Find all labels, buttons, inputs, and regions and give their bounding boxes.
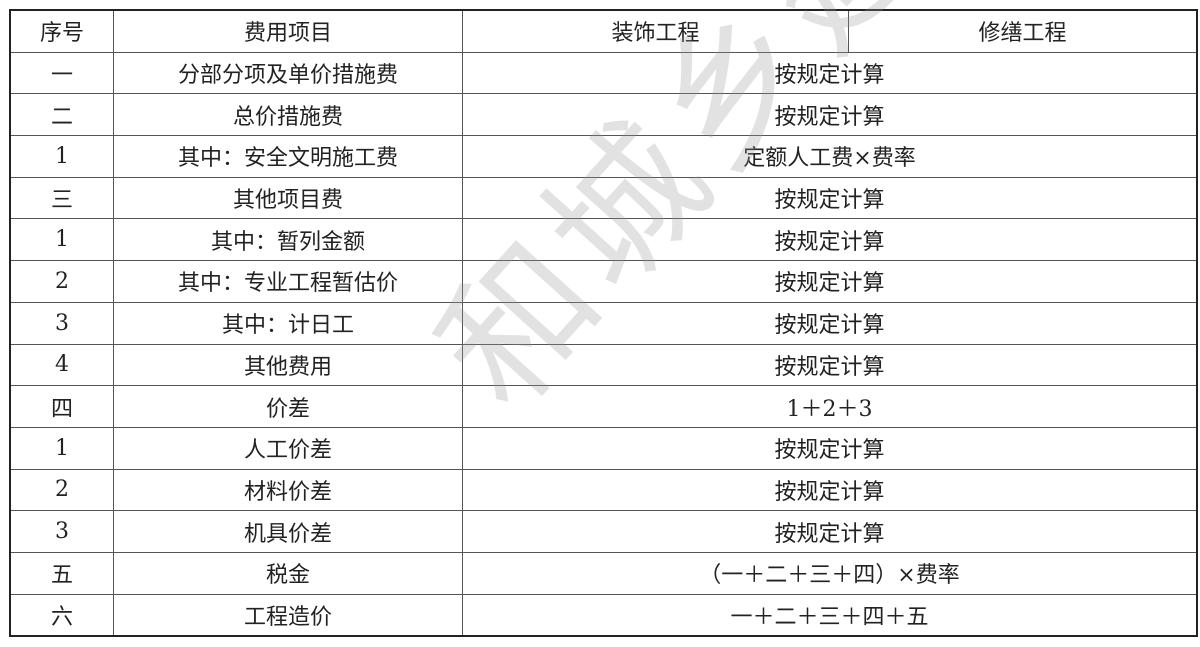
row-calc: 按规定计算 [462,468,1198,512]
row-item: 其中：计日工 [113,301,463,345]
header-repair: 修缮工程 [848,9,1198,53]
row-no: 2 [9,468,114,512]
table-row: 五税金 （一＋二＋三＋四）×费率 [9,551,1198,595]
header-item: 费用项目 [113,9,463,53]
row-calc: 按规定计算 [462,93,1198,137]
row-item: 总价措施费 [113,93,463,137]
table-row: 3 机具价差 按规定计算 [9,510,1198,553]
row-calc: 按规定计算 [462,176,1198,220]
row-no: 一 [9,51,114,95]
fee-table: 序号 费用项目 装饰工程 修缮工程 一分部分项及单价措施费 按规定计算二总价措施费… [9,9,1198,638]
table-row: 2 其中：专业工程暂估价 按规定计算 [9,260,1198,303]
header-no: 序号 [9,9,114,53]
row-item: 价差 [113,385,463,428]
row-item: 税金 [113,551,463,595]
row-item: 其他项目费 [113,176,463,220]
row-item: 材料价差 [113,468,463,512]
row-no: 3 [9,510,114,553]
row-item: 人工价差 [113,426,463,470]
row-calc: 1＋2＋3 [462,385,1198,428]
row-item: 工程造价 [113,593,463,637]
row-item: 其他费用 [113,343,463,387]
table-row: 4 其他费用 按规定计算 [9,343,1198,387]
table-row: 四价差 1＋2＋3 [9,385,1198,428]
row-calc: 一＋二＋三＋四＋五 [462,593,1198,637]
row-no: 2 [9,260,114,303]
row-item: 其中：暂列金额 [113,218,463,262]
header-decoration: 装饰工程 [462,9,849,53]
row-item: 其中：专业工程暂估价 [113,260,463,303]
row-no: 四 [9,385,114,428]
row-item: 其中：安全文明施工费 [113,135,463,178]
row-calc: 按规定计算 [462,510,1198,553]
row-calc: 按规定计算 [462,51,1198,95]
row-no: 4 [9,343,114,387]
table-row: 3 其中：计日工 按规定计算 [9,301,1198,345]
row-item: 分部分项及单价措施费 [113,51,463,95]
table-row: 三其他项目费 按规定计算 [9,176,1198,220]
row-no: 三 [9,176,114,220]
row-no: 五 [9,551,114,595]
row-no: 1 [9,426,114,470]
table-header-row: 序号 费用项目 装饰工程 修缮工程 [9,9,1198,53]
table-row: 2 材料价差 按规定计算 [9,468,1198,512]
table-row: 二总价措施费 按规定计算 [9,93,1198,137]
row-no: 二 [9,93,114,137]
table-row: 1 其中：暂列金额 按规定计算 [9,218,1198,262]
table-row: 一分部分项及单价措施费 按规定计算 [9,51,1198,95]
row-calc: 按规定计算 [462,426,1198,470]
row-no: 1 [9,218,114,262]
row-calc: （一＋二＋三＋四）×费率 [462,551,1198,595]
row-item: 机具价差 [113,510,463,553]
row-no: 3 [9,301,114,345]
table-row: 六工程造价 一＋二＋三＋四＋五 [9,593,1198,637]
table-row: 1 其中：安全文明施工费 定额人工费×费率 [9,135,1198,178]
row-calc: 按规定计算 [462,301,1198,345]
row-calc: 按规定计算 [462,218,1198,262]
row-calc: 定额人工费×费率 [462,135,1198,178]
row-no: 六 [9,593,114,637]
table-row: 1 人工价差 按规定计算 [9,426,1198,470]
row-calc: 按规定计算 [462,260,1198,303]
row-no: 1 [9,135,114,178]
row-calc: 按规定计算 [462,343,1198,387]
